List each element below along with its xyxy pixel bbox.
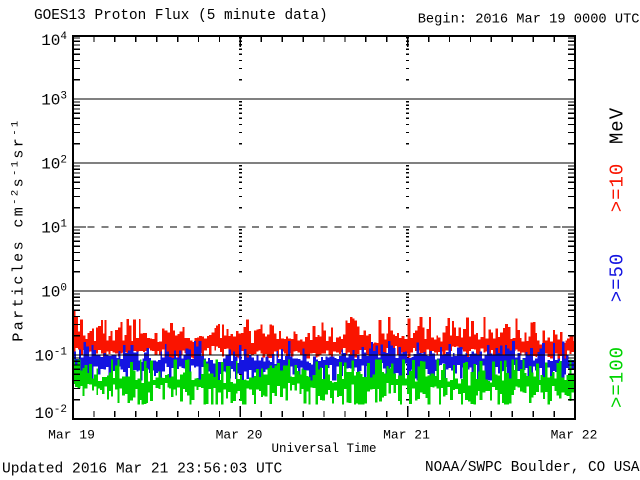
svg-text:Begin: 2016 Mar 19 0000 UTC: Begin: 2016 Mar 19 0000 UTC	[418, 13, 640, 28]
svg-text:Updated 2016 Mar 21 23:56:03 U: Updated 2016 Mar 21 23:56:03 UTC	[2, 462, 282, 478]
svg-text:Particles cm-2s-1sr-1: Particles cm-2s-1sr-1	[10, 118, 28, 341]
svg-text:>=100: >=100	[607, 346, 629, 408]
svg-text:Mar 21: Mar 21	[383, 428, 430, 443]
svg-text:NOAA/SWPC Boulder, CO USA: NOAA/SWPC Boulder, CO USA	[425, 460, 640, 476]
svg-text:GOES13 Proton Flux (5 minute d: GOES13 Proton Flux (5 minute data)	[34, 8, 328, 24]
svg-text:Universal Time: Universal Time	[271, 442, 376, 456]
svg-text:>=50: >=50	[607, 253, 629, 303]
svg-text:>=10: >=10	[607, 163, 629, 213]
svg-text:Mar 19: Mar 19	[48, 428, 95, 443]
svg-text:Mar 22: Mar 22	[551, 428, 598, 443]
svg-text:MeV: MeV	[607, 107, 629, 144]
svg-text:Mar 20: Mar 20	[216, 428, 263, 443]
